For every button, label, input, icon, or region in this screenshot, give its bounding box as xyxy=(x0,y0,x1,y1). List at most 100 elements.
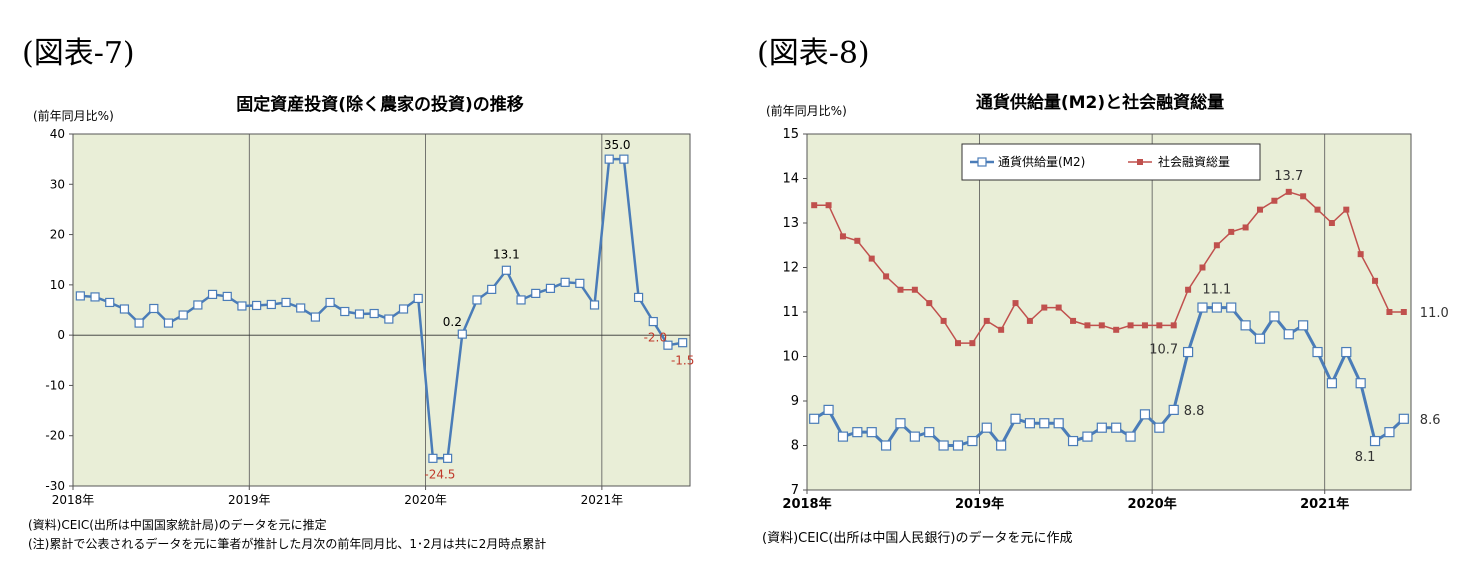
chart2-data-label: 8.8 xyxy=(1184,404,1205,419)
chart1-data-point xyxy=(325,297,335,308)
chart1-data-point xyxy=(619,154,629,164)
chart1-data-point xyxy=(443,453,453,463)
chart2-data-point xyxy=(981,422,992,433)
chart1-data-point xyxy=(589,300,600,310)
chart2-y-tick-label: 15 xyxy=(782,127,799,142)
chart2-data-point xyxy=(1355,378,1366,389)
chart2-data-point xyxy=(883,273,890,280)
chart2-data-point xyxy=(1170,322,1177,329)
chart2-data-point xyxy=(1199,264,1206,271)
chart1-y-tick-label: 30 xyxy=(50,177,65,191)
chart2-data-point xyxy=(1242,224,1249,231)
chart2-data-point xyxy=(1012,300,1019,307)
chart2-data-point xyxy=(967,435,978,447)
chart1-data-point xyxy=(252,300,262,311)
chart2-data-point xyxy=(1125,431,1136,442)
chart1-y-tick-label: -10 xyxy=(45,378,65,392)
chart2-data-point xyxy=(1096,422,1107,433)
chart2-data-point xyxy=(895,418,906,429)
chart1-x-tick-label: 2020年 xyxy=(404,493,447,507)
chart2-data-point xyxy=(811,202,818,209)
chart2-data-point xyxy=(1312,346,1323,358)
chart2-y-tick-label: 10 xyxy=(782,350,799,365)
chart2-data-point xyxy=(1341,346,1352,358)
chart1-data-point xyxy=(501,265,511,275)
chart1-data-point xyxy=(413,293,423,304)
chart2-data-point xyxy=(1053,418,1064,429)
chart1-data-point xyxy=(516,295,526,305)
chart1-y-tick-label: 0 xyxy=(57,328,65,342)
chart2-data-point xyxy=(1400,309,1407,315)
chart1-data-point xyxy=(149,303,159,314)
chart2-data-label: 11.1 xyxy=(1202,283,1231,298)
chart1-data-point xyxy=(354,309,365,319)
chart2-y-tick-label: 9 xyxy=(791,394,799,409)
chart2-data-point xyxy=(1067,435,1079,447)
chart2-x-tick-label: 2019年 xyxy=(955,496,1004,512)
chart2-data-point xyxy=(1285,188,1292,195)
chart2-data-point xyxy=(1226,302,1237,313)
chart2-data-point xyxy=(866,427,877,438)
chart2-data-point xyxy=(940,317,947,324)
chart2-data-point xyxy=(1141,322,1148,329)
chart1-data-point xyxy=(472,295,482,305)
chart2-data-point xyxy=(998,326,1005,333)
chart2-data-point xyxy=(911,286,918,293)
chart2-y-tick-label: 8 xyxy=(791,439,799,454)
chart1-data-point xyxy=(207,289,218,300)
chart1-data-point xyxy=(428,453,438,463)
chart1-footnote: (注)累計で公表されるデータを元に筆者が推計した月次の前年同月比、1･2月は共に… xyxy=(28,537,547,551)
chart2-data-point xyxy=(1386,309,1393,315)
chart1-data-point xyxy=(531,288,541,299)
chart2-data-label: 11.0 xyxy=(1420,306,1449,321)
chart1-x-tick-label: 2018年 xyxy=(52,493,95,507)
chart1-data-point xyxy=(648,316,658,327)
chart1-y-tick-label: 40 xyxy=(50,127,65,141)
chart2-data-point xyxy=(1314,206,1321,213)
chart1-plot-area xyxy=(72,133,691,487)
chart2-data-point xyxy=(1384,427,1395,438)
chart2-data-label: 13.7 xyxy=(1274,169,1303,184)
chart2-data-point xyxy=(854,237,861,244)
chart1-data-label: -2.0 xyxy=(644,331,667,345)
chart1-data-point xyxy=(398,304,409,314)
chart1-y-tick-label: -20 xyxy=(45,429,65,443)
chart2-data-point xyxy=(1228,228,1235,235)
chart2-data-point xyxy=(823,404,834,415)
chart1-data-point xyxy=(134,318,144,328)
chart2-data-point xyxy=(1041,304,1048,311)
chart2-data-point xyxy=(1185,286,1192,293)
chart1-data-point xyxy=(487,284,497,294)
chart1-data-point xyxy=(678,338,688,348)
chart1-data-point xyxy=(384,314,394,324)
chart2-data-point xyxy=(1271,197,1278,204)
chart1-data-point xyxy=(545,283,556,293)
chart2-data-point xyxy=(1328,220,1335,226)
chart2-y-tick-label: 7 xyxy=(791,483,799,498)
chart2-legend-marker-m2 xyxy=(977,157,987,167)
chart2-data-point xyxy=(1010,413,1021,424)
chart2-data-point xyxy=(1326,378,1338,389)
chart2-data-point xyxy=(1357,251,1364,258)
chart1-data-point xyxy=(604,154,614,164)
chart1-data-point xyxy=(340,306,350,317)
chart1-data-point xyxy=(105,297,115,308)
chart2-data-point xyxy=(1168,404,1179,415)
chart1-data-point xyxy=(163,318,174,328)
chart1-data-point xyxy=(369,308,379,319)
chart1-data-point xyxy=(90,292,100,302)
chart2-data-point xyxy=(839,233,846,240)
chart2-data-point xyxy=(1127,322,1134,329)
chart2-x-tick-label: 2018年 xyxy=(782,496,831,512)
chart1-y-axis-label: (前年同月比%) xyxy=(33,108,114,123)
chart2-data-point xyxy=(1139,409,1151,420)
chart2-legend-label-tsf: 社会融資総量 xyxy=(1158,154,1230,169)
chart2-legend-label-m2: 通貨供給量(M2) xyxy=(998,154,1085,169)
chart1-y-tick-label: 20 xyxy=(50,228,65,242)
chart2-data-point xyxy=(924,427,935,438)
chart1-data-label: 13.1 xyxy=(493,247,520,261)
chart1-data-point xyxy=(663,340,673,350)
chart2-data-point xyxy=(1240,320,1251,331)
chart1-data-label: 35.0 xyxy=(604,138,631,152)
